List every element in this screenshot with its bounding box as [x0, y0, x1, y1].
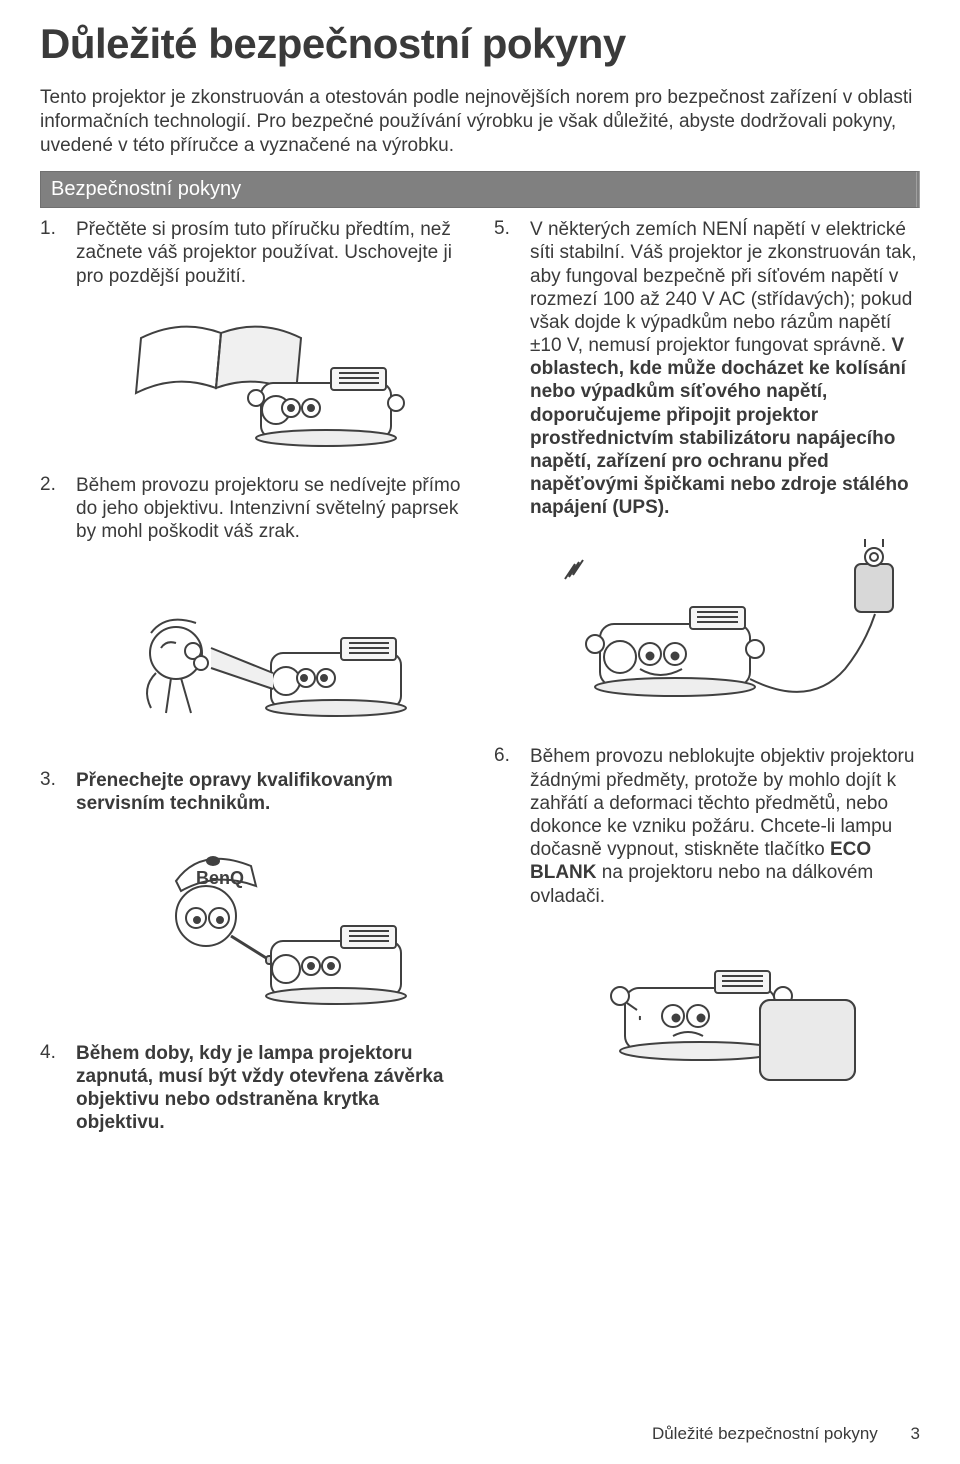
safety-item-2: 2. Během provozu projektoru se nedívejte…: [40, 474, 466, 544]
page-footer: Důležité bezpečnostní pokyny 3: [652, 1424, 920, 1444]
page-number: 3: [911, 1424, 920, 1444]
illustration-eye-beam: [76, 553, 466, 753]
safety-item-5: 5. V některých zemích NENÍ napětí v elek…: [494, 218, 920, 519]
footer-text: Důležité bezpečnostní pokyny: [652, 1424, 878, 1443]
illustration-manual-projector: [76, 298, 466, 458]
item-text: Přečtěte si prosím tuto příručku předtím…: [76, 218, 466, 288]
item-number: 1.: [40, 218, 76, 288]
item-number: 5.: [494, 218, 530, 519]
intro-paragraph: Tento projektor je zkonstruován a otesto…: [40, 86, 920, 157]
item-number: 4.: [40, 1042, 76, 1135]
illustration-power-adapter: [530, 529, 920, 729]
safety-item-4: 4. Během doby, kdy je lampa projektoru z…: [40, 1042, 466, 1135]
item-number: 2.: [40, 474, 76, 544]
safety-item-3: 3. Přenechejte opravy kvalifikovaným ser…: [40, 769, 466, 815]
item-text: V některých zemích NENÍ napětí v elektri…: [530, 218, 920, 519]
right-column: 5. V některých zemích NENÍ napětí v elek…: [494, 218, 920, 1144]
illustration-blocked-lens: [530, 918, 920, 1118]
item-number: 3.: [40, 769, 76, 815]
illustration-technician: BenQ: [76, 826, 466, 1026]
safety-header: Bezpečnostní pokyny: [40, 171, 920, 208]
item-text: Během provozu neblokujte objektiv projek…: [530, 745, 920, 907]
item-text: Během provozu projektoru se nedívejte př…: [76, 474, 466, 544]
page-title: Důležité bezpečnostní pokyny: [40, 20, 920, 68]
content-columns: 1. Přečtěte si prosím tuto příručku před…: [40, 218, 920, 1144]
item-number: 6.: [494, 745, 530, 907]
svg-text:BenQ: BenQ: [196, 868, 244, 888]
left-column: 1. Přečtěte si prosím tuto příručku před…: [40, 218, 466, 1144]
safety-item-6: 6. Během provozu neblokujte objektiv pro…: [494, 745, 920, 907]
safety-item-1: 1. Přečtěte si prosím tuto příručku před…: [40, 218, 466, 288]
item-text: Během doby, kdy je lampa projektoru zapn…: [76, 1042, 466, 1135]
item-text: Přenechejte opravy kvalifikovaným servis…: [76, 769, 466, 815]
